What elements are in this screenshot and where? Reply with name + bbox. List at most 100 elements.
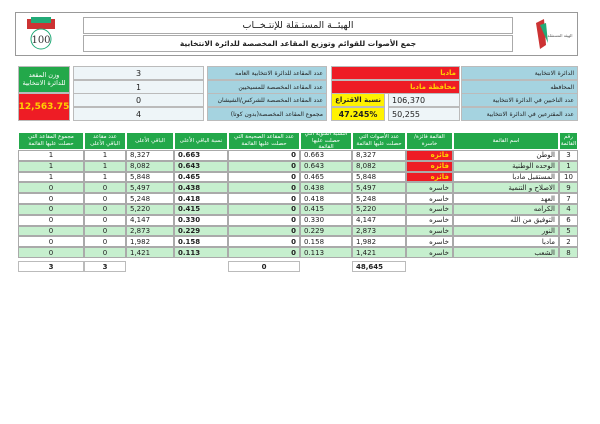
cell-list-number: 7: [559, 193, 578, 204]
cell-remainder-ratio: 0.330: [174, 214, 228, 226]
report-header: 100 الهيئــة المستـقلة للإنتـخــاب جمع ا…: [15, 12, 578, 56]
cell-remainder-seats: 0: [84, 225, 126, 237]
cell-list-number: 5: [559, 225, 578, 237]
voters-label: عدد المقترعين في الدائرة الانتخابية: [461, 107, 578, 121]
cell-votes: 8,327: [352, 150, 406, 161]
total-seats-label: مجموع المقاعد المخصصة(بدون كوتا): [207, 107, 327, 121]
cell-percentage: 0.330: [300, 214, 352, 226]
cell-valid-seats: 0: [228, 150, 300, 161]
cell-remainder-ratio: 0.643: [174, 160, 228, 172]
cell-list-number: 9: [559, 182, 578, 194]
cell-list-number: 2: [559, 236, 578, 248]
cell-list-number: 1: [559, 160, 578, 172]
voters-value: 50,255: [388, 107, 460, 121]
general-seats-value: 3: [73, 66, 204, 80]
cell-highest-remainder: 8,327: [126, 150, 174, 161]
cell-status: خاسره: [406, 214, 453, 226]
governorate-value: محافظة مادبا: [331, 80, 460, 94]
cell-valid-seats: 0: [228, 182, 300, 194]
cell-remainder-seats: 0: [84, 182, 126, 194]
cell-list-name: النور: [453, 225, 559, 237]
page-title: الهيئــة المستـقلة للإنتـخــاب: [83, 17, 513, 34]
cell-total-seats: 0: [18, 247, 84, 258]
cell-valid-seats: 0: [228, 225, 300, 237]
cell-percentage: 0.663: [300, 150, 352, 161]
cell-total-seats: 0: [18, 204, 84, 215]
district-label: الدائرة الانتخابية: [461, 66, 578, 80]
cell-list-name: المستقبل مادبا: [453, 171, 559, 183]
cell-status: فائزه: [406, 171, 453, 183]
seat-weight-label: وزن المقعد للدائرة الانتخابية: [18, 66, 70, 93]
cell-remainder-ratio: 0.415: [174, 204, 228, 215]
cell-status: خاسره: [406, 247, 453, 258]
cell-percentage: 0.113: [300, 247, 352, 258]
cell-list-number: 10: [559, 171, 578, 183]
cell-percentage: 0.415: [300, 204, 352, 215]
cell-status: خاسره: [406, 225, 453, 237]
cell-remainder-ratio: 0.418: [174, 193, 228, 204]
iec-logo: الهيئة المستقلة: [530, 15, 574, 53]
cell-votes: 5,248: [352, 193, 406, 204]
cell-list-name: الوحده الوطنية: [453, 160, 559, 172]
christian-seats-value: 1: [73, 80, 204, 94]
cell-highest-remainder: 1,421: [126, 247, 174, 258]
total-remainder-seats: 3: [84, 261, 126, 272]
cell-list-name: الشعب: [453, 247, 559, 258]
cell-remainder-ratio: 0.465: [174, 171, 228, 183]
cell-valid-seats: 0: [228, 171, 300, 183]
cell-remainder-ratio: 0.229: [174, 225, 228, 237]
cell-percentage: 0.229: [300, 225, 352, 237]
total-valid-seats: 0: [228, 261, 300, 272]
cell-highest-remainder: 5,248: [126, 193, 174, 204]
cell-remainder-seats: 0: [84, 214, 126, 226]
header-highest-remainder: الباقي الأعلى: [126, 132, 174, 150]
total-votes: 48,645: [352, 261, 406, 272]
cell-remainder-seats: 0: [84, 193, 126, 204]
turnout-value: 47.245%: [331, 107, 385, 121]
cell-status: خاسره: [406, 236, 453, 248]
header-percentage: النسبة المئوية التي حصلت عليها القائمة: [300, 132, 352, 150]
cell-list-name: الوطن: [453, 150, 559, 161]
cell-total-seats: 1: [18, 171, 84, 183]
cell-valid-seats: 0: [228, 193, 300, 204]
cell-votes: 4,147: [352, 214, 406, 226]
cell-highest-remainder: 8,082: [126, 160, 174, 172]
total-seats-value: 4: [73, 107, 204, 121]
cell-remainder-ratio: 0.663: [174, 150, 228, 161]
cell-remainder-seats: 1: [84, 160, 126, 172]
governorate-label: المحافظه: [461, 80, 578, 94]
cell-highest-remainder: 5,220: [126, 204, 174, 215]
header-total-seats: مجموع المقاعد التي حصلت عليها القائمة: [18, 132, 84, 150]
page-subtitle: جمع الأصوات للقوائم وتوزيع المقاعد المخص…: [83, 35, 513, 52]
cell-status: خاسره: [406, 193, 453, 204]
header-list-name: اسم القائمة: [453, 132, 559, 150]
cell-status: خاسره: [406, 182, 453, 194]
cell-status: فائزه: [406, 150, 453, 161]
christian-seats-label: عدد المقاعد المخصصة للمسيحيين: [207, 80, 327, 94]
cell-votes: 1,982: [352, 236, 406, 248]
cell-remainder-seats: 0: [84, 236, 126, 248]
cell-highest-remainder: 4,147: [126, 214, 174, 226]
cell-highest-remainder: 5,497: [126, 182, 174, 194]
cell-votes: 2,873: [352, 225, 406, 237]
svg-text:الهيئة المستقلة: الهيئة المستقلة: [548, 33, 573, 38]
cell-valid-seats: 0: [228, 214, 300, 226]
circassian-seats-value: 0: [73, 93, 204, 107]
cell-list-number: 8: [559, 247, 578, 258]
cell-percentage: 0.643: [300, 160, 352, 172]
cell-list-number: 3: [559, 150, 578, 161]
cell-list-name: العهد: [453, 193, 559, 204]
cell-votes: 5,497: [352, 182, 406, 194]
cell-valid-seats: 0: [228, 247, 300, 258]
cell-highest-remainder: 2,873: [126, 225, 174, 237]
cell-votes: 5,848: [352, 171, 406, 183]
cell-total-seats: 0: [18, 225, 84, 237]
header-valid-seats: عدد المقاعد الصحيحة التي حصلت عليها القا…: [228, 132, 300, 150]
cell-remainder-seats: 1: [84, 171, 126, 183]
cell-list-name: الكرامه: [453, 204, 559, 215]
centenary-logo: 100: [19, 15, 63, 53]
turnout-label: نسبة الاقتراع: [331, 93, 385, 107]
general-seats-label: عدد المقاعد للدائرة الانتخابية العامه: [207, 66, 327, 80]
cell-percentage: 0.418: [300, 193, 352, 204]
cell-total-seats: 0: [18, 193, 84, 204]
